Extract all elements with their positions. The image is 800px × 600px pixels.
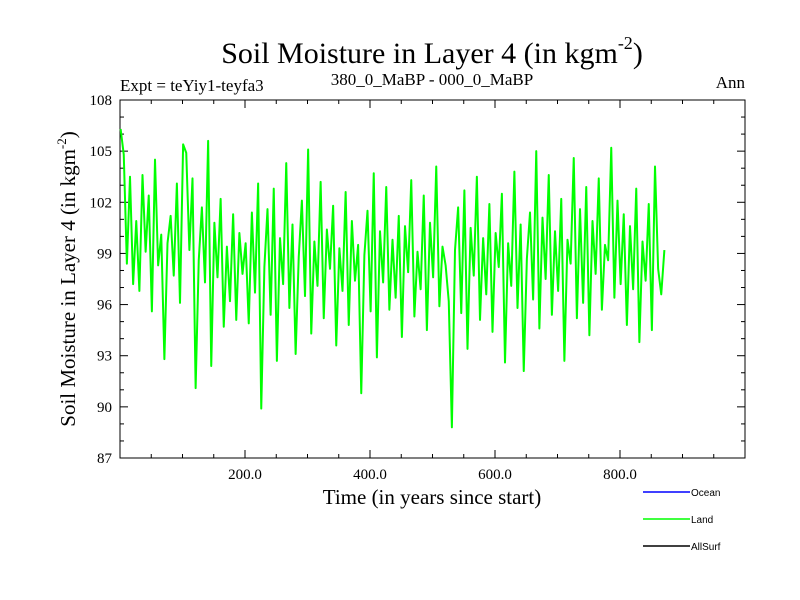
y-tick-label: 87 bbox=[97, 451, 113, 467]
x-tick-label: 400.0 bbox=[353, 467, 387, 483]
x-tick-label: 800.0 bbox=[603, 467, 637, 483]
plot-area-frame bbox=[119, 99, 746, 459]
y-axis-label: Soil Moisture in Layer 4 (in kgm-2) bbox=[54, 131, 80, 426]
legend-label-ocean: Ocean bbox=[691, 488, 720, 499]
y-tick-label: 93 bbox=[97, 349, 112, 365]
series-line-land bbox=[119, 128, 666, 429]
y-tick-label: 96 bbox=[97, 298, 113, 314]
x-axis-label: Time (in years since start) bbox=[323, 485, 542, 509]
y-tick-label: 90 bbox=[97, 400, 112, 416]
subtitle-right: Ann bbox=[716, 73, 746, 92]
chart-title: Soil Moisture in Layer 4 (in kgm-2) bbox=[221, 33, 643, 70]
legend-label-land: Land bbox=[691, 515, 713, 526]
y-axis-label-sup: -2 bbox=[54, 138, 69, 149]
chart-title-sup: -2 bbox=[618, 33, 633, 53]
subtitle-left: Expt = teYiy1-teyfa3 bbox=[120, 76, 264, 95]
x-tick-label: 600.0 bbox=[478, 467, 512, 483]
tick-labels-layer: 87 90 93 96 99 102 105 108 200.0 400.0 600.0 800.0 bbox=[90, 93, 637, 483]
y-axis-label-close: ) bbox=[56, 131, 80, 138]
x-tick-label: 200.0 bbox=[228, 467, 262, 483]
legend: Ocean Land AllSurf bbox=[643, 488, 721, 553]
y-axis-label-text: Soil Moisture in Layer 4 (in kgm bbox=[56, 149, 80, 427]
y-tick-label: 105 bbox=[90, 144, 113, 160]
series-layer bbox=[119, 128, 666, 429]
y-tick-label: 108 bbox=[90, 93, 113, 109]
chart-title-text: Soil Moisture in Layer 4 (in kgm bbox=[221, 37, 618, 70]
subtitle-center: 380_0_MaBP - 000_0_MaBP bbox=[331, 70, 533, 89]
chart-title-close: ) bbox=[633, 37, 643, 70]
y-tick-label: 99 bbox=[97, 246, 112, 262]
y-tick-label: 102 bbox=[90, 195, 113, 211]
legend-label-allsurf: AllSurf bbox=[691, 542, 721, 553]
